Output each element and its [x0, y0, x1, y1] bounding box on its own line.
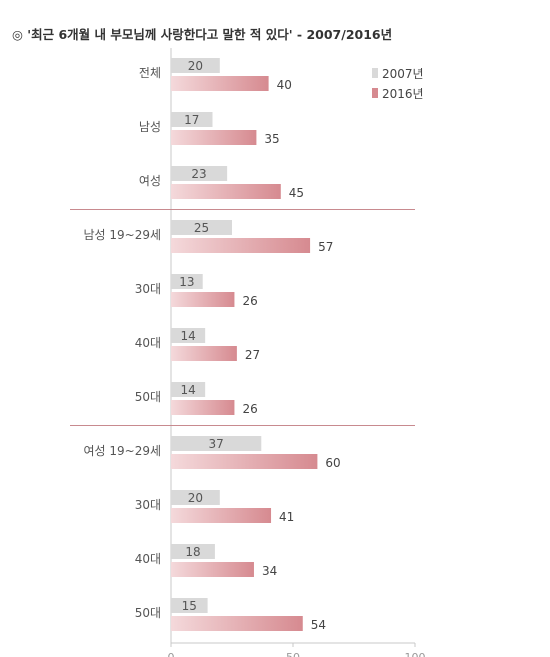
legend-label-2016: 2016년 [382, 87, 424, 101]
bar-2016 [171, 616, 303, 631]
bar-2007 [171, 58, 220, 73]
category-label: 여성 [139, 174, 161, 188]
x-tick-label: 100 [405, 651, 426, 657]
category-label: 30대 [135, 282, 161, 296]
bar-2016 [171, 508, 272, 523]
data-label-2007: 17 [184, 113, 199, 127]
category-label: 50대 [135, 390, 161, 404]
category-label: 30대 [135, 498, 161, 512]
data-label-2016: 26 [242, 294, 257, 308]
category-label: 40대 [135, 552, 161, 566]
bar-2016 [171, 346, 237, 361]
bars-layer: 20 40 17 35 23 45 25 57 13 26 14 27 14 26 37 60 20 41 18 34… [171, 58, 341, 632]
bar-2007 [171, 490, 220, 505]
data-label-2016: 54 [311, 618, 326, 632]
data-label-2016: 26 [242, 402, 257, 416]
x-tick-label: 50 [286, 651, 300, 657]
data-label-2016: 34 [262, 564, 277, 578]
data-label-2007: 37 [208, 437, 223, 451]
legend-swatch-2016 [372, 88, 378, 98]
bar-2007 [171, 598, 208, 613]
bar-2007 [171, 274, 203, 289]
category-label: 여성 19~29세 [83, 444, 161, 458]
data-label-2007: 15 [182, 599, 197, 613]
legend: 2007년 2016년 [372, 67, 424, 101]
data-label-2016: 40 [277, 78, 292, 92]
data-label-2007: 13 [179, 275, 194, 289]
x-tick-label: 0 [168, 651, 175, 657]
bar-2007 [171, 382, 206, 397]
category-label: 남성 [139, 120, 161, 134]
data-label-2007: 25 [194, 221, 209, 235]
bar-2016 [171, 562, 254, 577]
bar-2007 [171, 436, 262, 451]
category-label: 남성 19~29세 [83, 228, 161, 242]
data-label-2007: 14 [180, 329, 195, 343]
data-label-2016: 57 [318, 240, 333, 254]
bar-2016 [171, 184, 281, 199]
bar-2007 [171, 112, 213, 127]
bar-2007 [171, 166, 228, 181]
data-label-2007: 23 [191, 167, 206, 181]
bar-2016 [171, 400, 235, 415]
data-label-2007: 14 [180, 383, 195, 397]
category-label: 50대 [135, 606, 161, 620]
bar-2007 [171, 220, 232, 235]
data-label-2016: 41 [279, 510, 294, 524]
category-label: 전체 [139, 66, 161, 80]
bar-2016 [171, 238, 311, 253]
data-label-2016: 35 [264, 132, 279, 146]
bar-2007 [171, 544, 215, 559]
legend-label-2007: 2007년 [382, 67, 424, 81]
bar-2016 [171, 76, 269, 91]
legend-swatch-2007 [372, 68, 378, 78]
data-label-2007: 18 [185, 545, 200, 559]
bar-2007 [171, 328, 206, 343]
bar-2016 [171, 130, 257, 145]
bar-2016 [171, 292, 235, 307]
data-label-2007: 20 [188, 491, 203, 505]
data-label-2007: 20 [188, 59, 203, 73]
category-label: 40대 [135, 336, 161, 350]
chart-title: ◎ '최근 6개월 내 부모님께 사랑한다고 말한 적 있다' - 2007/2… [12, 27, 393, 42]
data-label-2016: 27 [245, 348, 260, 362]
data-label-2016: 45 [289, 186, 304, 200]
data-label-2016: 60 [325, 456, 340, 470]
bar-2016 [171, 454, 318, 469]
